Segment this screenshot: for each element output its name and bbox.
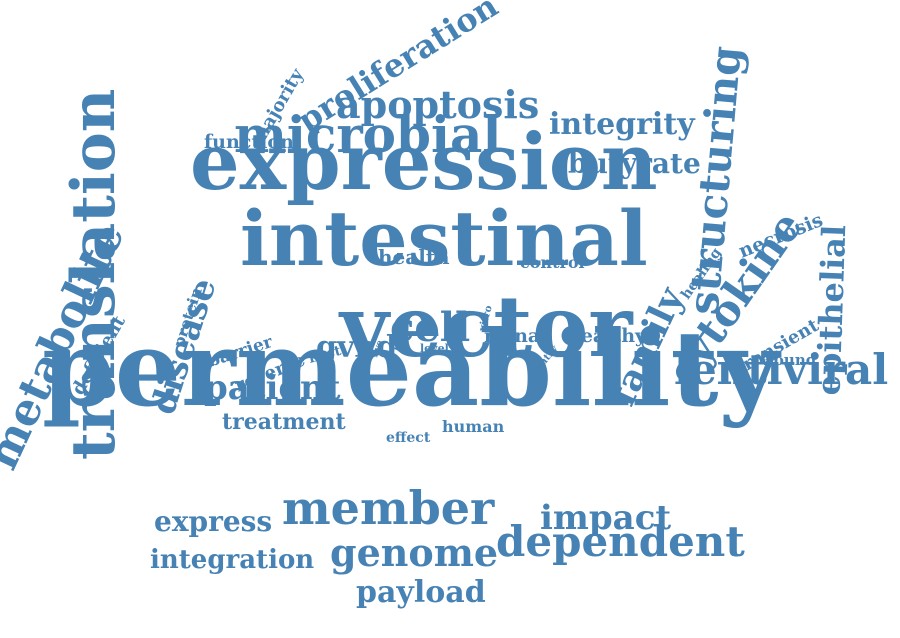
- word-apoptosis: apoptosis: [336, 81, 540, 127]
- word-vector: vector: [340, 276, 633, 376]
- word-patient: patient: [204, 367, 341, 408]
- word-wound: wound: [761, 351, 817, 369]
- word-impact: impact: [540, 497, 672, 538]
- word-dependent: dependent: [496, 517, 745, 567]
- word-function: function: [204, 130, 294, 153]
- word-intestinal: intestinal: [240, 194, 648, 284]
- word-treatment: treatment: [222, 409, 346, 436]
- word-butyrate: butyrate: [568, 146, 701, 180]
- word-control: control: [520, 253, 585, 273]
- word-healthy: healthy: [567, 324, 647, 347]
- word-permeability: permeability: [42, 306, 779, 430]
- word-member: member: [282, 481, 495, 536]
- word-effect: effect: [386, 429, 431, 446]
- word-health: health: [378, 245, 450, 269]
- word-human: human: [442, 417, 505, 437]
- word-mrna: mrna: [484, 324, 541, 347]
- word-microbial: microbial: [234, 105, 502, 164]
- word-epithelial: epithelial: [809, 224, 854, 397]
- word-cell: cell: [390, 304, 471, 351]
- word-genome: genome: [330, 529, 499, 575]
- word-express: express: [154, 504, 273, 538]
- word-integration: integration: [150, 545, 315, 576]
- word-integrity: integrity: [549, 107, 695, 142]
- word-gvhd: gvhd: [316, 330, 398, 365]
- word-lentiviral: lentiviral: [674, 345, 889, 395]
- word-payload: payload: [356, 575, 486, 610]
- word-level: level: [420, 342, 449, 356]
- word-expression: expression: [190, 116, 658, 208]
